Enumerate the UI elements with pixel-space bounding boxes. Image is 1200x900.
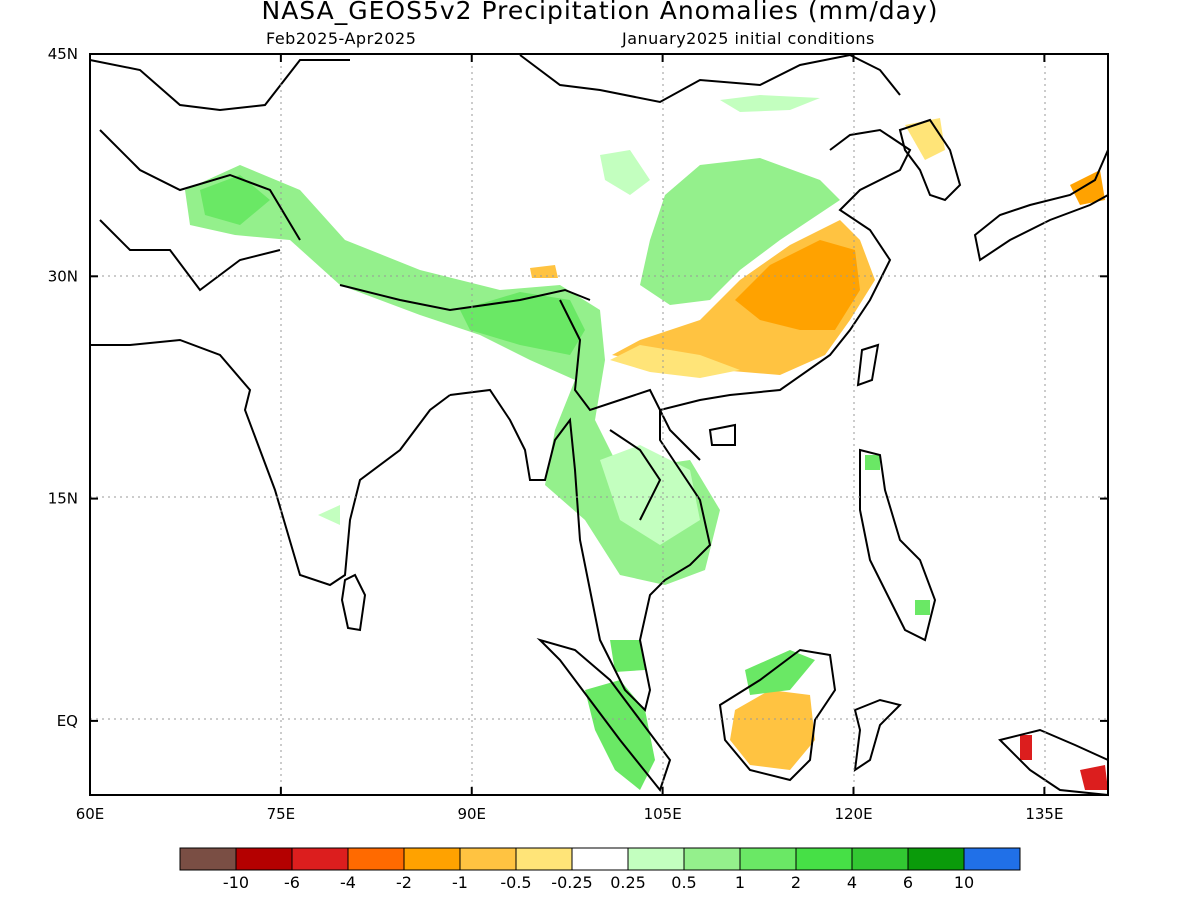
lon-tick-label: 75E	[267, 805, 296, 823]
colorbar-label: -0.25	[551, 873, 592, 892]
colorbar-swatch	[795, 847, 853, 871]
colorbar-label: -0.5	[500, 873, 531, 892]
gridlines	[90, 54, 1108, 795]
coastline-srilanka	[340, 573, 367, 632]
lon-tick-label: 120E	[834, 805, 872, 823]
lat-tick-label: 15N	[48, 490, 78, 508]
lon-tick-label: 105E	[644, 805, 682, 823]
coastline-sulawesi	[853, 698, 902, 773]
colorbar-label: 4	[847, 873, 857, 892]
anomaly-northchina-wet	[640, 158, 840, 305]
anomaly-tibet-dry	[530, 265, 558, 278]
colorbar: -10 -6 -4 -2 -1 -0.5 -0.25 0.25 0.5 1 2 4 6 10	[179, 847, 1021, 892]
lat-tick-label: EQ	[57, 712, 78, 730]
initial-conditions: January2025 initial conditions	[622, 29, 875, 48]
lat-tick-label: 30N	[48, 267, 78, 285]
colorbar-swatch	[963, 847, 1021, 871]
lat-tick-label: 45N	[48, 45, 78, 63]
colorbar-label: -1	[452, 873, 468, 892]
anomaly-sumatra-wet	[585, 680, 655, 790]
colorbar-swatch	[403, 847, 461, 871]
coastline-sumatra	[536, 637, 672, 793]
border-china-north	[519, 53, 901, 104]
axis-ticks: 45N 30N 15N EQ 60E 75E 90E 105E 120E 135E	[48, 45, 1108, 823]
colorbar-swatch	[291, 847, 349, 871]
colorbar-label: 6	[903, 873, 913, 892]
colorbar-swatch	[683, 847, 741, 871]
anomaly-korea-dry	[905, 118, 945, 160]
anomaly-pakistan-wet	[200, 175, 270, 225]
colorbar-swatch	[851, 847, 909, 871]
colorbar-swatch	[235, 847, 293, 871]
anomaly-borneo-dry	[730, 690, 815, 770]
colorbar-label: 0.5	[671, 873, 696, 892]
colorbar-label: -10	[223, 873, 249, 892]
coastline-bay-myanmar	[449, 128, 912, 712]
lon-tick-label: 60E	[76, 805, 105, 823]
colorbar-swatch	[347, 847, 405, 871]
coastline-borneo	[718, 648, 837, 782]
colorbar-swatch	[627, 847, 685, 871]
anomaly-northchina-lightwet	[600, 95, 820, 195]
anomaly-borneo-north-wet	[745, 650, 815, 695]
colorbar-swatch	[459, 847, 517, 871]
coastline-india	[90, 338, 451, 587]
anomaly-newguinea-dry	[1020, 735, 1108, 790]
colorbar-swatch	[179, 847, 237, 871]
coastline-japan	[973, 149, 1109, 262]
border-indochina	[559, 299, 701, 521]
map-title: NASA_GEOS5v2 Precipitation Anomalies (mm…	[261, 0, 939, 25]
anomaly-yangtze-core	[735, 240, 860, 330]
colorbar-label: -2	[396, 873, 412, 892]
anomaly-himalaya-wet	[185, 165, 720, 585]
lon-tick-label: 135E	[1025, 805, 1063, 823]
colorbar-swatch	[571, 847, 629, 871]
colorbar-label: 2	[791, 873, 801, 892]
colorbar-label: 1	[735, 873, 745, 892]
forecast-period: Feb2025-Apr2025	[266, 29, 417, 48]
colorbar-label: -6	[284, 873, 300, 892]
anomaly-malaya-wet	[610, 640, 645, 672]
anomaly-myanmar-wet	[460, 292, 585, 355]
anomaly-indochina-wet	[600, 445, 700, 545]
anomaly-southchina-edge	[610, 345, 740, 378]
coastline-philippines	[859, 448, 937, 642]
colorbar-swatch	[515, 847, 573, 871]
colorbar-swatch	[907, 847, 965, 871]
map-frame	[89, 53, 1109, 796]
anomaly-shading	[185, 95, 1108, 790]
colorbar-label: 0.25	[610, 873, 646, 892]
coastline-taiwan	[856, 343, 880, 387]
border-central-asia	[89, 59, 591, 312]
anomaly-india-wet	[318, 505, 340, 525]
colorbar-label: -4	[340, 873, 356, 892]
coastline-hainan	[708, 423, 736, 446]
coastlines	[89, 53, 1109, 797]
coastline-korea	[898, 118, 962, 202]
lon-tick-label: 90E	[457, 805, 486, 823]
colorbar-swatch	[739, 847, 797, 871]
colorbar-label: 10	[954, 873, 974, 892]
